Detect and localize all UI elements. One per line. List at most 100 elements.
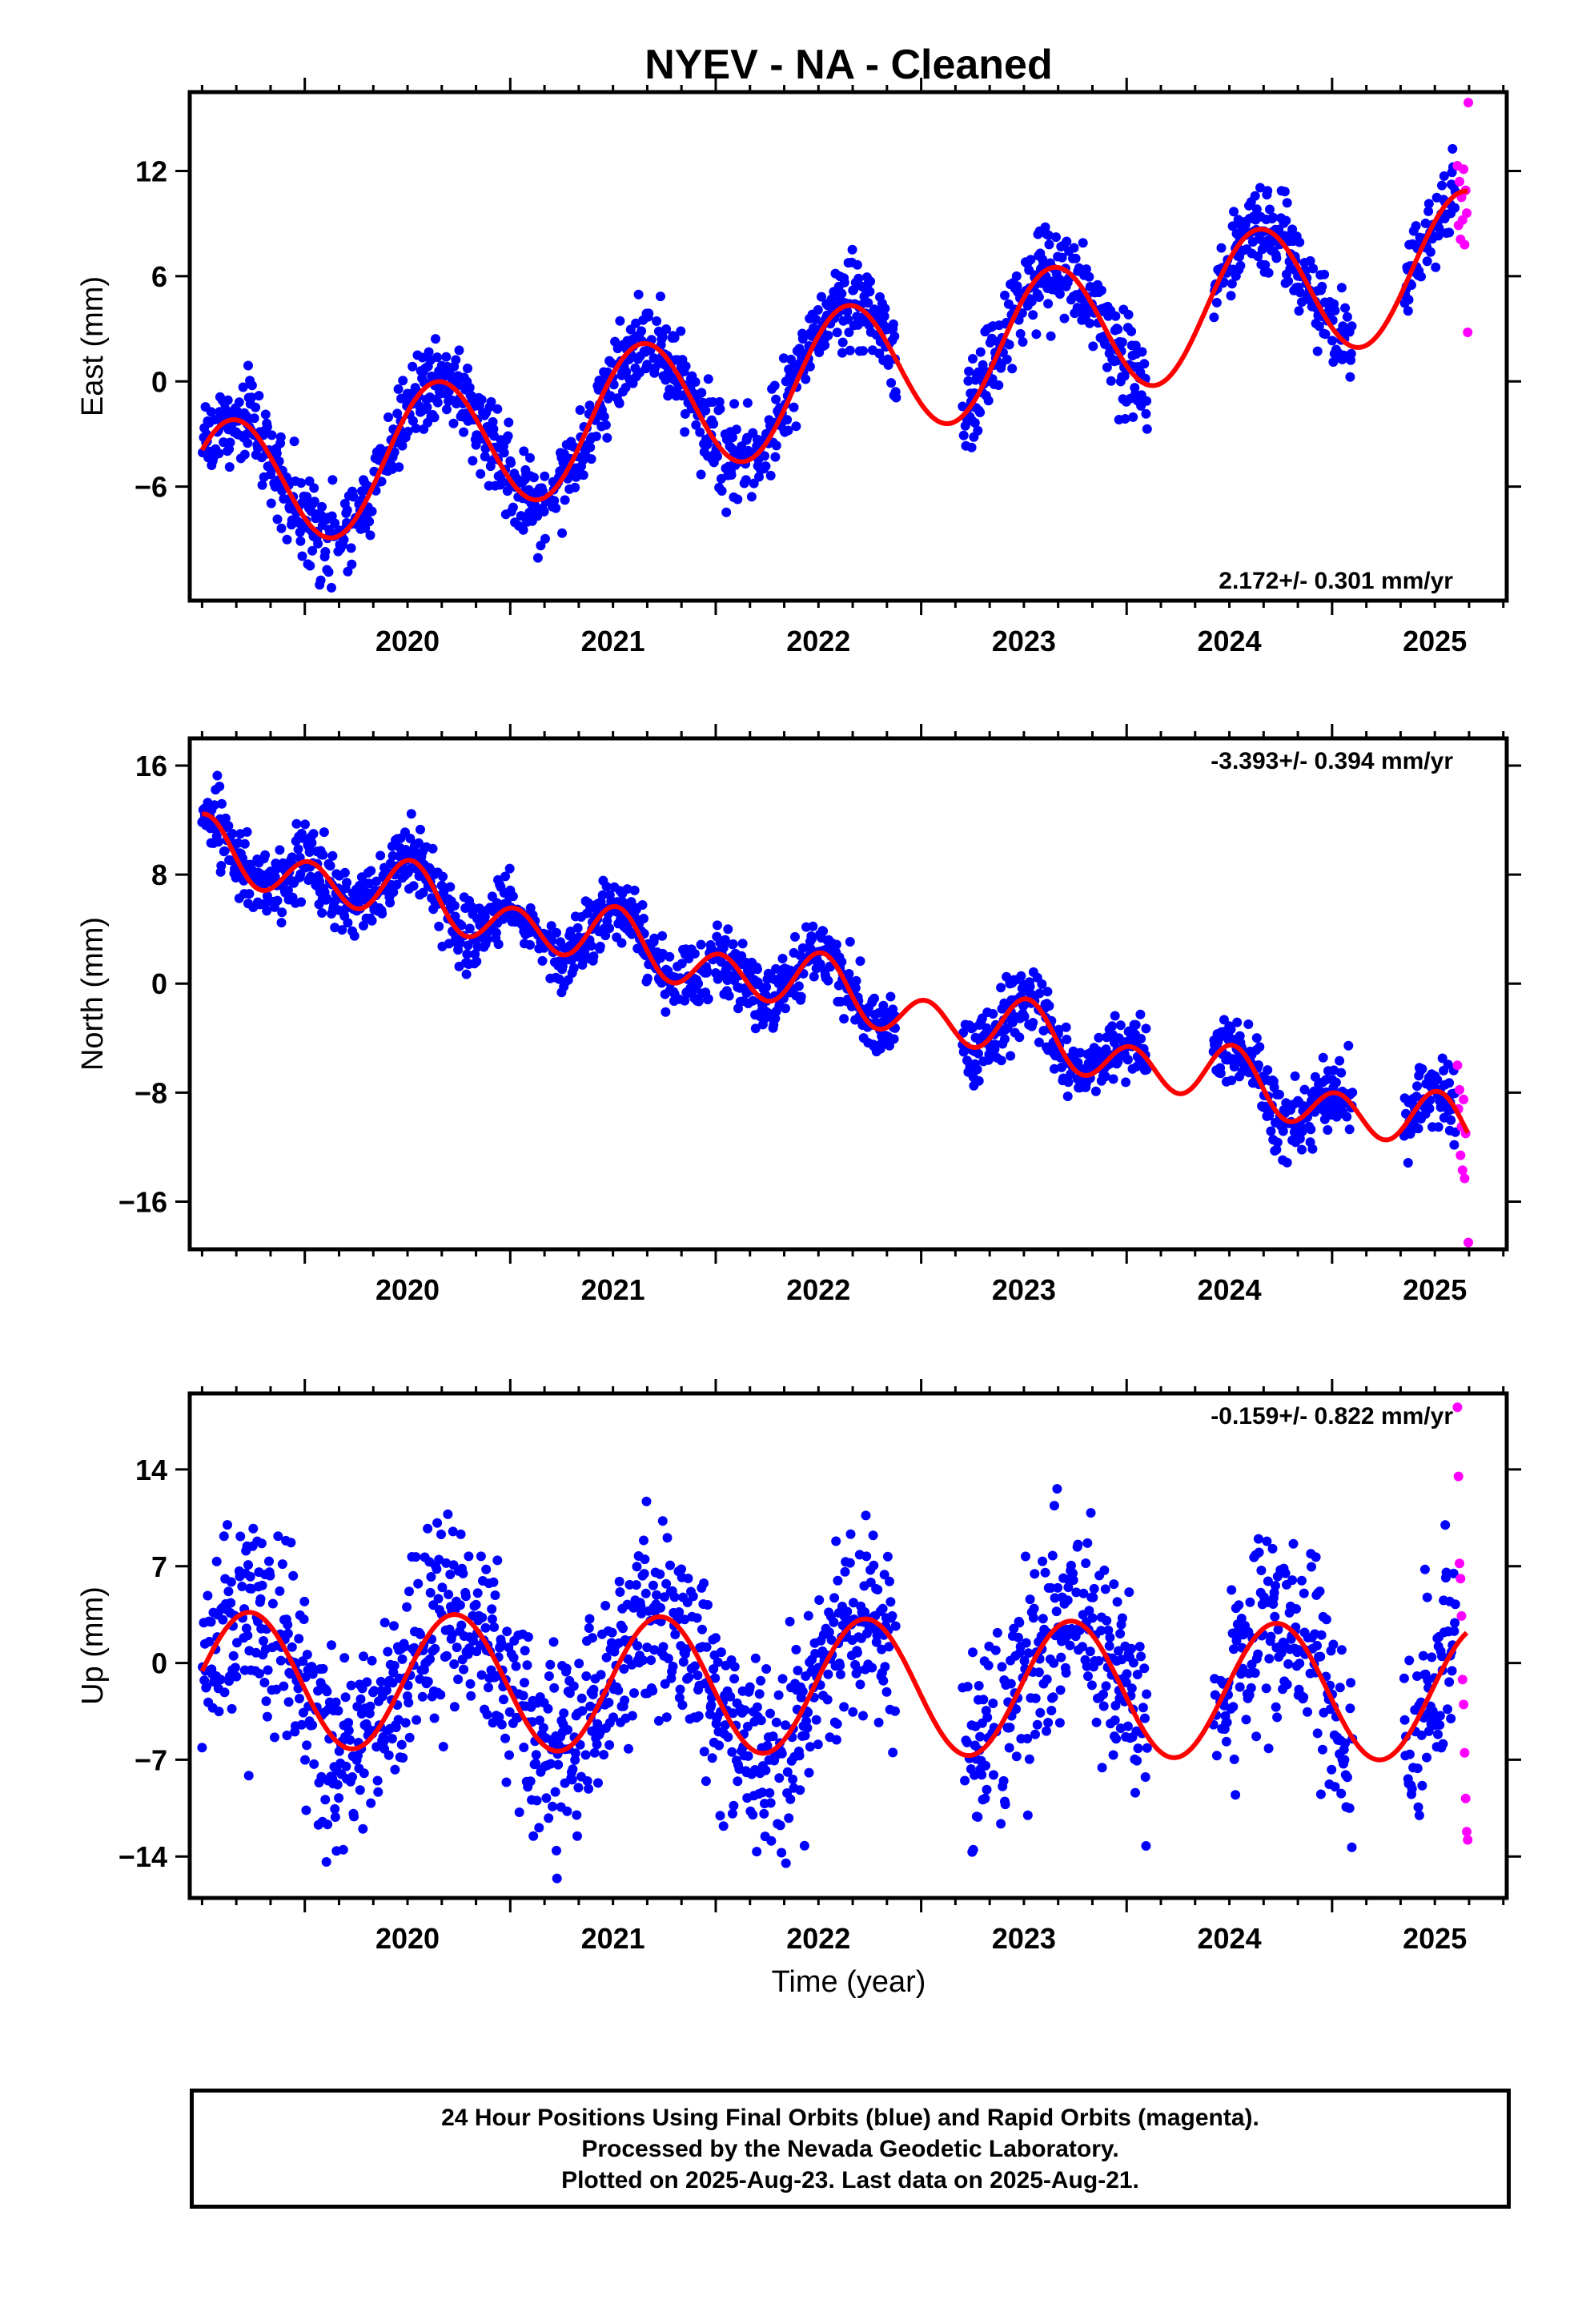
up-final-point bbox=[576, 1693, 587, 1703]
east-final-point bbox=[1431, 262, 1441, 272]
up-final-point bbox=[582, 1776, 592, 1786]
up-final-point bbox=[307, 1669, 318, 1679]
up-final-point bbox=[489, 1622, 500, 1632]
up-final-point bbox=[1246, 1683, 1256, 1693]
up-final-point bbox=[661, 1578, 672, 1589]
up-final-point bbox=[332, 1779, 343, 1790]
east-final-point bbox=[1287, 224, 1298, 235]
up-final-point bbox=[709, 1664, 719, 1675]
up-final-point bbox=[1087, 1613, 1098, 1623]
up-x-tick-label: 2024 bbox=[1198, 1922, 1262, 1955]
x-axis-label: Time (year) bbox=[772, 1965, 926, 1999]
east-final-point bbox=[888, 319, 898, 329]
east-final-point bbox=[1423, 206, 1434, 216]
north-final-point bbox=[262, 891, 272, 901]
north-final-point bbox=[1136, 1034, 1146, 1043]
east-rapid-point bbox=[1460, 239, 1470, 250]
north-rapid-point bbox=[1457, 1165, 1468, 1176]
up-final-point bbox=[614, 1576, 624, 1586]
east-final-point bbox=[224, 462, 235, 472]
east-final-point bbox=[260, 409, 271, 420]
east-final-point bbox=[715, 404, 725, 414]
east-final-point bbox=[266, 498, 276, 509]
up-final-point bbox=[562, 1806, 572, 1816]
up-final-point bbox=[400, 1642, 410, 1652]
north-final-point bbox=[1108, 1074, 1118, 1084]
up-final-point bbox=[522, 1660, 532, 1671]
east-final-point bbox=[1416, 271, 1426, 282]
east-final-point bbox=[584, 400, 595, 411]
up-final-point bbox=[334, 1793, 344, 1803]
up-final-point bbox=[1086, 1508, 1096, 1518]
north-final-point bbox=[1269, 1082, 1279, 1092]
north-final-point bbox=[1227, 1076, 1237, 1086]
east-final-point bbox=[1018, 337, 1028, 347]
north-final-point bbox=[552, 927, 561, 938]
north-rapid-point bbox=[1460, 1173, 1470, 1184]
north-rapid-point bbox=[1455, 1084, 1464, 1095]
north-final-point bbox=[831, 939, 841, 950]
east-final-point bbox=[506, 458, 516, 468]
east-final-point bbox=[865, 276, 876, 287]
up-final-point bbox=[1264, 1654, 1275, 1664]
north-final-point bbox=[322, 894, 332, 904]
up-final-point bbox=[1000, 1799, 1010, 1810]
east-final-point bbox=[1026, 296, 1037, 307]
up-final-point bbox=[1043, 1718, 1054, 1727]
up-final-point bbox=[733, 1776, 743, 1787]
north-final-point bbox=[296, 897, 307, 907]
up-final-point bbox=[1035, 1707, 1046, 1718]
up-final-point bbox=[1056, 1652, 1066, 1663]
up-final-point bbox=[989, 1770, 998, 1780]
east-final-point bbox=[1038, 260, 1048, 270]
east-final-point bbox=[958, 430, 969, 440]
up-final-point bbox=[218, 1614, 228, 1625]
east-final-point bbox=[1251, 204, 1262, 215]
up-rapid-point bbox=[1462, 1827, 1472, 1837]
north-final-point bbox=[851, 975, 861, 986]
up-final-point bbox=[1050, 1593, 1060, 1603]
north-final-point bbox=[450, 911, 460, 922]
east-final-point bbox=[1422, 256, 1432, 267]
east-final-point bbox=[397, 440, 408, 451]
east-final-point bbox=[620, 383, 631, 392]
up-final-point bbox=[665, 1560, 675, 1570]
up-final-point bbox=[624, 1579, 635, 1590]
north-final-point bbox=[1014, 1032, 1025, 1043]
up-final-point bbox=[1422, 1752, 1431, 1763]
north-final-point bbox=[1110, 1011, 1120, 1021]
up-final-point bbox=[1132, 1670, 1142, 1679]
north-final-point bbox=[1424, 1104, 1435, 1114]
up-final-point bbox=[1134, 1642, 1145, 1652]
up-final-point bbox=[885, 1597, 896, 1607]
up-final-point bbox=[448, 1629, 458, 1639]
up-final-point bbox=[1040, 1567, 1050, 1578]
north-final-point bbox=[342, 878, 351, 888]
up-final-point bbox=[425, 1654, 435, 1664]
east-final-point bbox=[468, 456, 478, 466]
up-final-point bbox=[339, 1653, 350, 1663]
up-final-point bbox=[1407, 1783, 1417, 1794]
north-plot-frame bbox=[187, 736, 1509, 1252]
up-final-point bbox=[437, 1582, 448, 1593]
east-final-point bbox=[858, 346, 868, 356]
north-final-point bbox=[1263, 1065, 1273, 1076]
up-final-point bbox=[438, 1742, 448, 1751]
up-final-point bbox=[1006, 1679, 1016, 1689]
east-final-point bbox=[499, 448, 509, 458]
up-final-point bbox=[1261, 1683, 1271, 1694]
up-final-point bbox=[256, 1538, 267, 1549]
north-final-point bbox=[1266, 1126, 1276, 1136]
up-final-point bbox=[718, 1821, 729, 1831]
east-final-point bbox=[313, 538, 323, 549]
north-y-tick-label: −16 bbox=[118, 1185, 167, 1218]
up-final-point bbox=[327, 1640, 336, 1651]
up-final-point bbox=[729, 1800, 739, 1811]
east-final-point bbox=[1308, 263, 1319, 274]
up-final-point bbox=[802, 1723, 813, 1733]
up-final-point bbox=[1253, 1649, 1263, 1659]
up-final-point bbox=[369, 1686, 379, 1696]
up-final-point bbox=[1229, 1754, 1239, 1764]
east-final-point bbox=[540, 471, 550, 481]
east-final-point bbox=[451, 355, 461, 365]
